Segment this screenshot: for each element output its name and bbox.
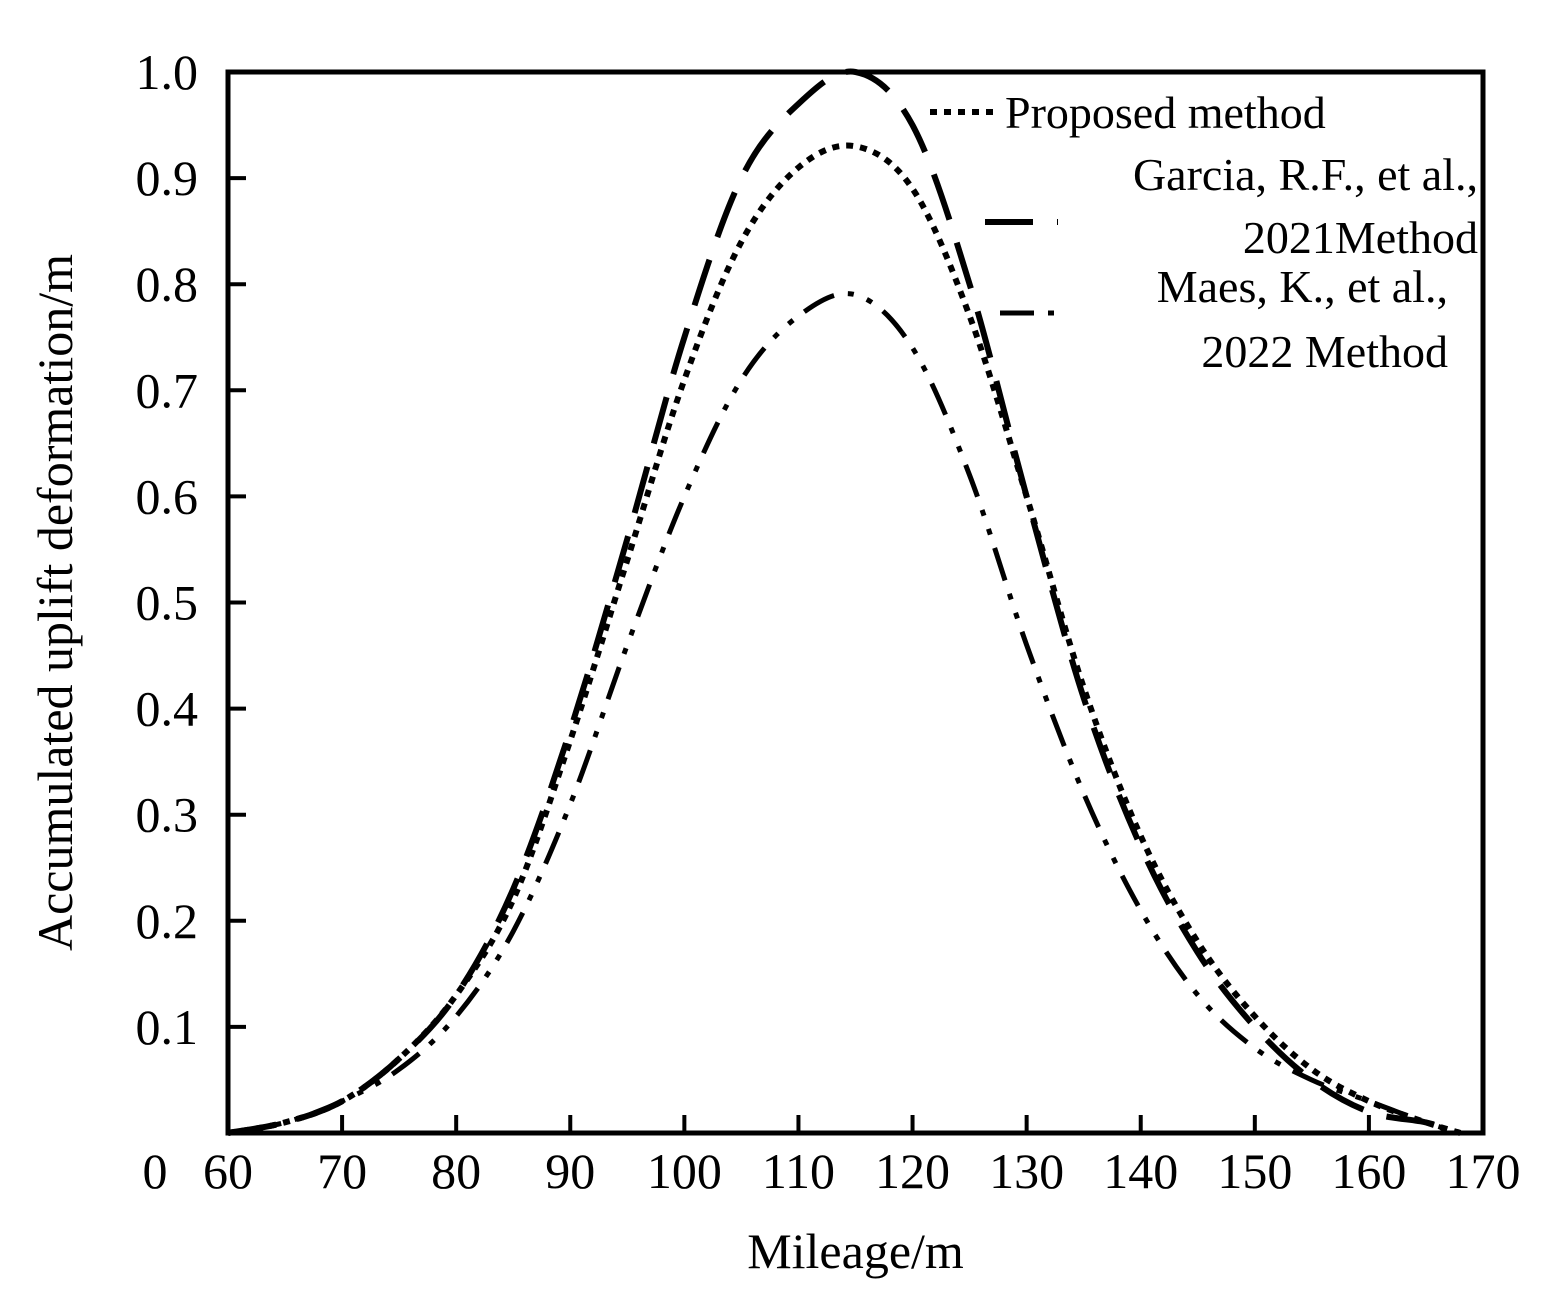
y-tick-label: 0.1 xyxy=(136,999,199,1055)
plot-frame xyxy=(225,69,1486,1136)
x-tick-label: 60 xyxy=(203,1143,253,1199)
origin-label: 0 xyxy=(143,1143,168,1199)
legend-label-2: Garcia, R.F., et al., xyxy=(1133,149,1478,200)
x-tick-label: 110 xyxy=(762,1143,835,1199)
axis-ticks: 60 70 80 90 100 110 120 130 140 150 160 170 0.1 0.2 0.… xyxy=(136,44,1521,1199)
y-tick-label: 0.7 xyxy=(136,362,199,418)
series-line-3 xyxy=(227,291,1461,1136)
y-tick-label: 0.5 xyxy=(136,575,199,631)
x-tick-label: 70 xyxy=(317,1143,367,1199)
x-tick-label: 170 xyxy=(1446,1143,1521,1199)
legend-label-1: Proposed method xyxy=(1005,87,1326,138)
x-tick-label: 120 xyxy=(875,1143,950,1199)
y-tick-label: 0.9 xyxy=(136,150,199,206)
x-tick-label: 140 xyxy=(1103,1143,1178,1199)
legend-label-3: Maes, K., et al., xyxy=(1157,261,1448,312)
x-axis-title: Mileage/m xyxy=(747,1223,964,1279)
y-tick-label: 0.6 xyxy=(136,468,199,524)
x-tick-label: 90 xyxy=(545,1143,595,1199)
legend-label-2: 2021Method xyxy=(1243,212,1478,263)
y-tick-label: 0.8 xyxy=(136,256,199,312)
x-tick-label: 80 xyxy=(431,1143,481,1199)
legend: Proposed method Garcia, R.F., et al., 2021… xyxy=(930,87,1478,377)
x-tick-label: 100 xyxy=(647,1143,722,1199)
y-tick-label: 0.2 xyxy=(136,893,199,949)
legend-label-3: 2022 Method xyxy=(1201,326,1448,377)
y-axis-title: Accumulated uplift deformation/m xyxy=(27,254,83,951)
y-tick-label: 0.3 xyxy=(136,787,199,843)
x-tick-label: 160 xyxy=(1331,1143,1406,1199)
y-tick-label: 1.0 xyxy=(136,44,199,100)
x-tick-label: 150 xyxy=(1217,1143,1292,1199)
x-tick-label: 130 xyxy=(989,1143,1064,1199)
y-tick-label: 0.4 xyxy=(136,681,199,737)
